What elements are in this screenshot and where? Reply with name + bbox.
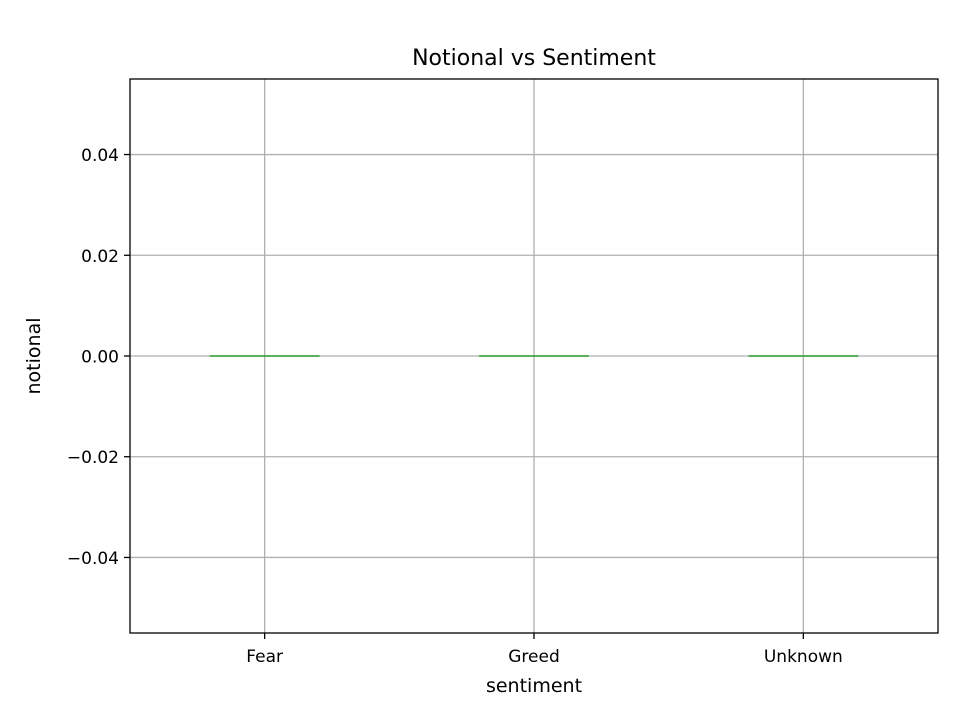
x-tick-label: Fear xyxy=(246,647,283,667)
x-tick-label: Unknown xyxy=(764,647,843,667)
x-tick-label: Greed xyxy=(508,647,560,667)
chart-title: Notional vs Sentiment xyxy=(412,46,656,71)
y-tick-label: 0.02 xyxy=(81,247,119,267)
y-tick-label: 0.00 xyxy=(81,348,119,368)
y-tick-label: 0.04 xyxy=(81,146,119,166)
tick-marks: −0.04 −0.02 0.00 0.02 0.04 Fear Greed Unknown xyxy=(67,146,843,667)
x-axis-label: sentiment xyxy=(486,675,582,697)
y-tick-label: −0.04 xyxy=(67,549,119,569)
y-axis-label: notional xyxy=(23,318,45,395)
y-tick-label: −0.02 xyxy=(67,448,119,468)
